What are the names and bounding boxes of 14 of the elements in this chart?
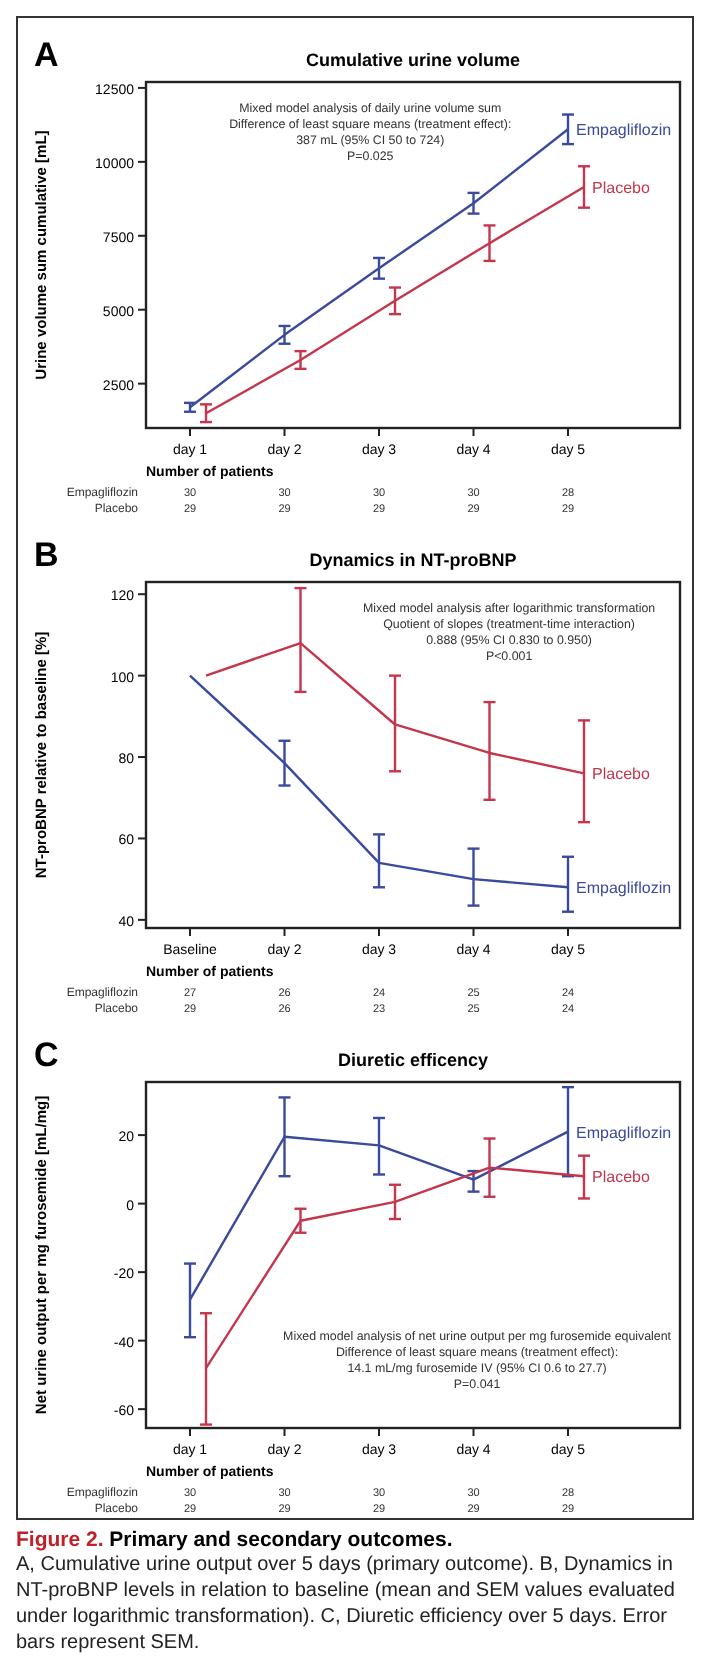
series-label: Placebo xyxy=(592,1168,651,1187)
series-label: Placebo xyxy=(592,765,651,784)
text: B xyxy=(34,536,59,574)
series-label: Empagliflozin xyxy=(576,879,672,898)
series-label: Empagliflozin xyxy=(576,121,672,140)
chart-title: Dynamics in NT-proBNP xyxy=(309,550,517,570)
text: A xyxy=(34,36,59,74)
series-label: Empagliflozin xyxy=(576,1123,672,1142)
series-label: Placebo xyxy=(592,178,651,197)
caption: Figure 2. Primary and secondary outcomes. xyxy=(16,1528,455,1552)
text: A, Cumulative urine output over 5 days (primary outcome). B, Dynamics in NT-proBNP levels in relation to baseline (mean and SEM values evaluated under logarithmic transformation). C, Diuretic efficiency over 5 days. Error bars represent SEM. xyxy=(16,1552,677,1656)
chart-title: Diuretic efficency xyxy=(337,1050,489,1070)
text: C xyxy=(34,1036,59,1074)
chart-title: Cumulative urine volume xyxy=(305,50,521,70)
